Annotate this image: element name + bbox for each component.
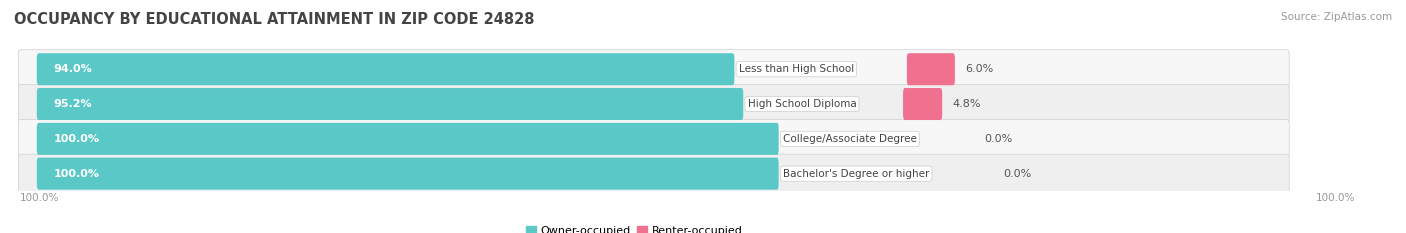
- Text: OCCUPANCY BY EDUCATIONAL ATTAINMENT IN ZIP CODE 24828: OCCUPANCY BY EDUCATIONAL ATTAINMENT IN Z…: [14, 12, 534, 27]
- Text: Source: ZipAtlas.com: Source: ZipAtlas.com: [1281, 12, 1392, 22]
- Text: College/Associate Degree: College/Associate Degree: [783, 134, 917, 144]
- Text: Bachelor's Degree or higher: Bachelor's Degree or higher: [783, 169, 929, 179]
- Text: 100.0%: 100.0%: [53, 169, 100, 179]
- Text: 6.0%: 6.0%: [966, 64, 994, 74]
- FancyBboxPatch shape: [37, 158, 779, 190]
- Text: 100.0%: 100.0%: [1316, 193, 1355, 203]
- Text: High School Diploma: High School Diploma: [748, 99, 856, 109]
- FancyBboxPatch shape: [37, 123, 779, 155]
- Text: Less than High School: Less than High School: [738, 64, 853, 74]
- Text: 95.2%: 95.2%: [53, 99, 91, 109]
- FancyBboxPatch shape: [37, 88, 744, 120]
- Text: 4.8%: 4.8%: [953, 99, 981, 109]
- FancyBboxPatch shape: [37, 53, 734, 85]
- Text: 0.0%: 0.0%: [984, 134, 1012, 144]
- FancyBboxPatch shape: [18, 50, 1289, 89]
- Text: 100.0%: 100.0%: [20, 193, 59, 203]
- Legend: Owner-occupied, Renter-occupied: Owner-occupied, Renter-occupied: [522, 222, 747, 233]
- Text: 100.0%: 100.0%: [53, 134, 100, 144]
- FancyBboxPatch shape: [18, 85, 1289, 123]
- FancyBboxPatch shape: [18, 119, 1289, 158]
- Text: 94.0%: 94.0%: [53, 64, 93, 74]
- FancyBboxPatch shape: [907, 53, 955, 85]
- FancyBboxPatch shape: [18, 154, 1289, 193]
- Text: 0.0%: 0.0%: [1004, 169, 1032, 179]
- FancyBboxPatch shape: [903, 88, 942, 120]
